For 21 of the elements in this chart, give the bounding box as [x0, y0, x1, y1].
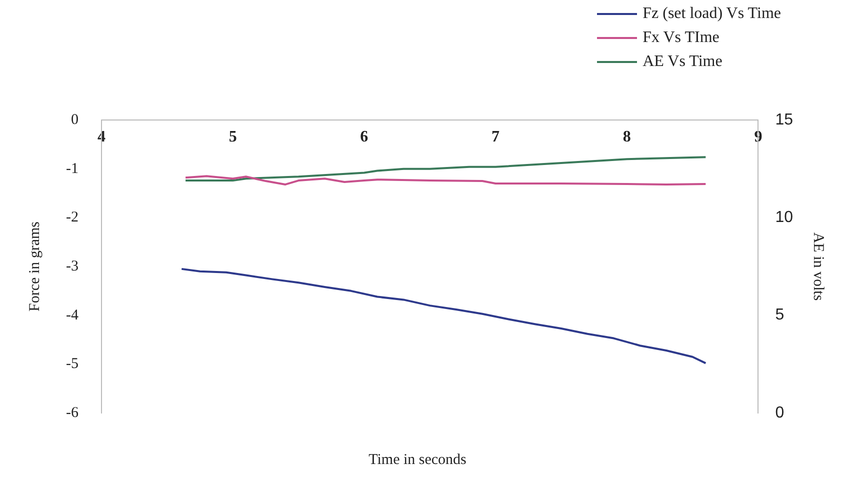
x-tick-label: 6: [360, 128, 368, 146]
y-tick-label: 0: [70, 112, 78, 128]
y2-tick-label: 10: [775, 209, 794, 226]
y-axis-title: Force in grams: [26, 221, 43, 312]
y-tick-label: -2: [66, 210, 78, 226]
y2-tick-label: 0: [775, 404, 784, 422]
y2-axis-title: AE in volts: [810, 232, 826, 301]
legend-label: AE Vs Time: [642, 52, 724, 72]
legend-label: Fx Vs TIme: [642, 28, 720, 48]
x-tick-label: 5: [228, 128, 237, 146]
y-tick-label: -6: [66, 404, 79, 421]
y-tick-label: -1: [66, 160, 78, 177]
y-tick-label: -5: [66, 356, 78, 372]
y-tick-label: -4: [66, 307, 79, 324]
y-tick-label: -3: [66, 258, 78, 274]
legend-label: Fz (set load) Vs Time: [642, 4, 781, 24]
x-tick-label: 7: [492, 128, 500, 146]
x-axis-title: Time in seconds: [368, 452, 466, 468]
x-tick-label: 8: [622, 128, 631, 146]
y2-tick-label: 15: [775, 111, 794, 128]
y2-tick-label: 5: [775, 306, 784, 324]
